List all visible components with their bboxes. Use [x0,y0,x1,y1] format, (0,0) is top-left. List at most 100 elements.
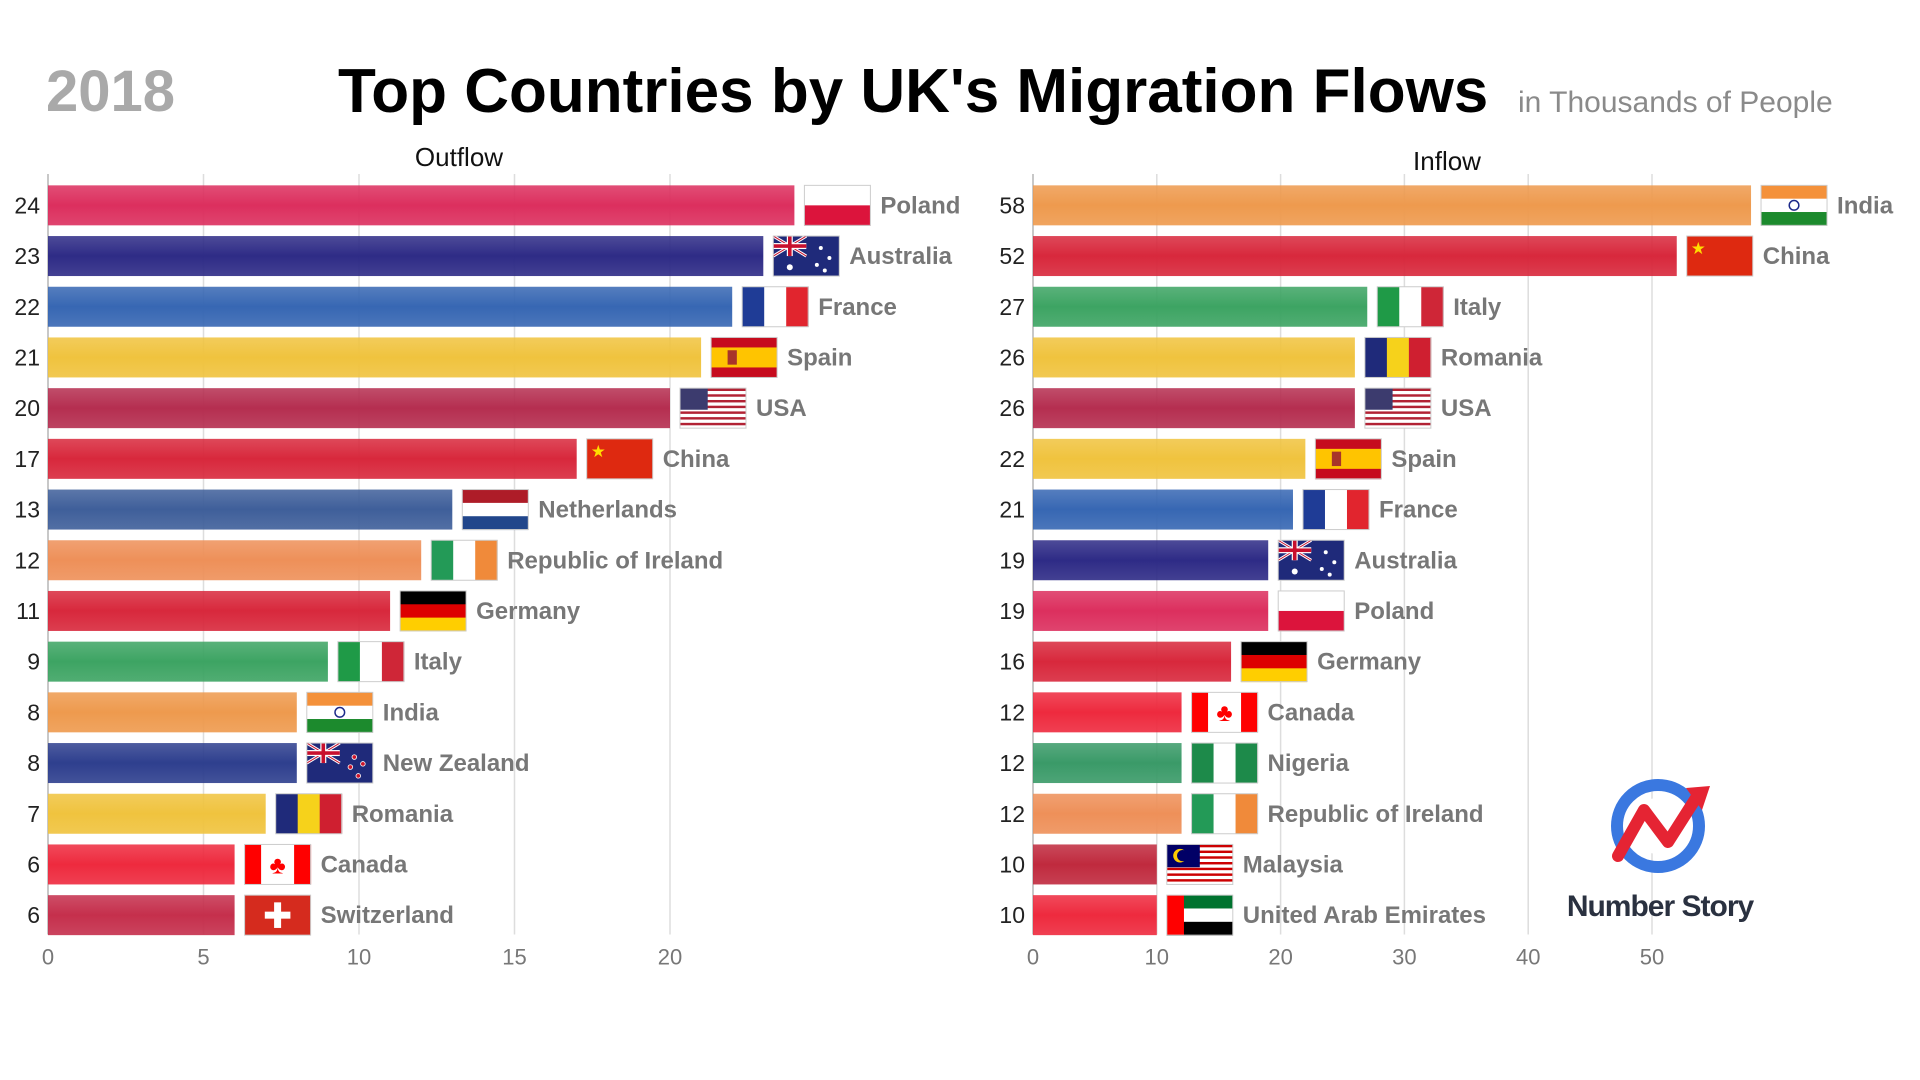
usa-flag-icon [679,387,747,429]
inflow-bar-germany [1033,641,1232,682]
italy-flag-icon [337,641,405,683]
brand-logo: Number Story [1540,770,1780,940]
inflow-tick-label: 30 [1392,945,1416,970]
inflow-value-label: 58 [999,192,1025,218]
inflow-category-label: Romania [1441,344,1543,371]
switzerland-flag-icon [244,894,312,936]
outflow-tick-label: 20 [658,945,682,970]
outflow-value-label: 6 [27,851,40,877]
outflow-bar-usa [48,388,670,429]
outflow-value-label: 7 [27,801,40,827]
outflow-bar-poland [48,185,795,226]
svg-text:♣: ♣ [269,852,285,879]
inflow-value-label: 16 [999,649,1025,675]
poland-flag-icon [803,184,871,226]
inflow-value-label: 27 [999,294,1025,320]
inflow-category-label: Spain [1391,446,1456,473]
inflow-bar-republic-of-ireland [1033,793,1182,834]
inflow-value-label: 19 [999,547,1025,573]
outflow-value-label: 23 [14,243,40,269]
outflow-bar-spain [48,337,702,378]
outflow-panel: Outflow 0 5 10 15 20 24 Poland 23 Australia 22 Fran… [14,142,960,970]
nigeria-flag-icon [1191,742,1259,784]
inflow-category-label: India [1837,192,1894,219]
outflow-tick-label: 5 [197,945,209,970]
france-flag-icon [1302,489,1370,531]
australia-flag-icon [1277,538,1345,581]
inflow-tick-label: 40 [1516,945,1540,970]
outflow-category-label: Netherlands [538,497,677,524]
outflow-category-label: Germany [476,598,581,625]
india-flag-icon [306,691,374,733]
svg-text:♣: ♣ [1216,700,1232,727]
malaysia-flag-icon [1166,843,1234,885]
inflow-category-label: United Arab Emirates [1243,902,1486,929]
inflow-bar-australia [1033,540,1269,581]
year-label: 2018 [46,59,176,124]
outflow-category-label: Poland [880,192,960,219]
svg-text:★: ★ [591,442,606,461]
inflow-value-label: 19 [999,598,1025,624]
china-flag-icon: ★ [1686,235,1754,277]
spain-flag-icon [1314,438,1382,480]
inflow-category-label: Canada [1268,699,1355,726]
outflow-category-label: USA [756,395,807,422]
france-flag-icon [741,286,809,328]
outflow-value-label: 8 [27,750,40,776]
outflow-category-label: New Zealand [383,750,530,777]
outflow-bar-romania [48,793,266,834]
usa-flag-icon [1364,387,1432,429]
outflow-category-label: Spain [787,344,852,371]
outflow-value-label: 21 [14,344,40,370]
inflow-category-label: USA [1441,395,1492,422]
inflow-value-label: 10 [999,851,1025,877]
inflow-bar-italy [1033,286,1368,327]
germany-flag-icon [399,590,467,632]
outflow-category-label: India [383,699,440,726]
inflow-bar-china [1033,236,1677,277]
inflow-tick-label: 0 [1027,945,1039,970]
inflow-value-label: 12 [999,801,1025,827]
outflow-value-label: 13 [14,497,40,523]
inflow-value-label: 10 [999,902,1025,928]
spain-flag-icon [710,336,778,378]
outflow-value-label: 11 [16,598,40,624]
inflow-bar-poland [1033,590,1269,631]
svg-text:★: ★ [1691,239,1706,258]
china-flag-icon: ★ [586,438,654,480]
inflow-bar-india [1033,185,1752,226]
inflow-category-label: Australia [1354,547,1457,574]
romania-flag-icon [1364,336,1432,378]
outflow-category-label: France [818,294,897,321]
inflow-bar-nigeria [1033,743,1182,784]
canada-flag-icon: ♣ [1191,691,1259,733]
inflow-bar-united-arab-emirates [1033,895,1157,936]
inflow-category-label: Malaysia [1243,851,1344,878]
republic-of-ireland-flag-icon [430,539,498,581]
inflow-value-label: 12 [999,750,1025,776]
outflow-bar-new-zealand [48,743,297,784]
canada-flag-icon: ♣ [244,843,312,885]
italy-flag-icon [1376,286,1444,328]
inflow-bar-canada [1033,692,1182,733]
outflow-bar-italy [48,641,328,682]
inflow-bar-usa [1033,388,1355,429]
outflow-value-label: 22 [14,294,40,320]
netherlands-flag-icon [461,489,529,531]
united-arab-emirates-flag-icon [1166,894,1234,936]
outflow-bar-india [48,692,297,733]
outflow-value-label: 12 [14,547,40,573]
outflow-value-label: 24 [14,192,40,218]
inflow-category-label: Republic of Ireland [1268,801,1484,828]
romania-flag-icon [275,793,343,835]
chart-arrow-icon [1611,779,1710,873]
outflow-tick-label: 15 [502,945,526,970]
inflow-bar-france [1033,489,1293,530]
outflow-bar-germany [48,590,391,631]
outflow-value-label: 8 [27,699,40,725]
outflow-tick-label: 0 [42,945,54,970]
inflow-category-label: Poland [1354,598,1434,625]
outflow-bar-netherlands [48,489,453,530]
